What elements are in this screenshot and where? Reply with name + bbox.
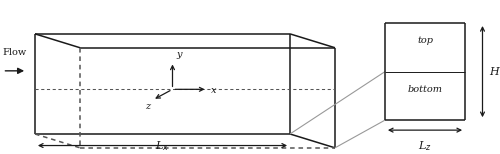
Text: top: top [417, 36, 433, 45]
Text: z: z [145, 102, 150, 111]
Text: x: x [211, 86, 216, 95]
Text: y: y [176, 50, 182, 59]
Text: L$_z$: L$_z$ [418, 139, 432, 153]
Text: H: H [489, 67, 499, 77]
Text: L$_x$: L$_x$ [156, 139, 170, 153]
Text: bottom: bottom [408, 85, 442, 94]
Text: Flow: Flow [3, 48, 27, 57]
